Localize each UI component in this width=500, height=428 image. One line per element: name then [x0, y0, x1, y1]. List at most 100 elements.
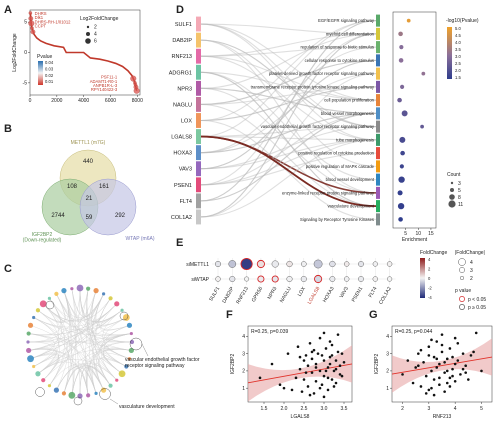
- scatter-f-point: [322, 331, 326, 335]
- network-cluster-ring: [99, 388, 111, 400]
- sankey-pathway-label: myeloid cell differentiation: [326, 31, 375, 36]
- panel-a-xtick-label: 4000: [78, 98, 89, 104]
- scatter-f-point: [340, 352, 344, 355]
- matrix-col-label: PSEN1: [351, 286, 365, 303]
- panel-label-f: F: [226, 309, 233, 321]
- network-edge: [28, 333, 132, 351]
- scatter-f-point: [328, 355, 332, 359]
- scatter-f-point: [310, 350, 314, 354]
- network-node: [47, 384, 52, 388]
- scatter-f-point: [342, 360, 346, 364]
- panel-a-point: [28, 16, 34, 21]
- sankey-pathway-label: regulation of response to biotic stimulu…: [300, 45, 374, 50]
- sankey-pathway-label: cellular response to cytokine stimulus: [305, 58, 374, 63]
- enrichment-size-legend-dot: [449, 194, 455, 200]
- sankey-link: [200, 55, 377, 141]
- network-edge: [30, 325, 111, 386]
- scatter-g-point: [472, 350, 475, 354]
- scatter-f-point: [302, 378, 306, 381]
- scatter-g-point: [445, 381, 449, 385]
- panel-label-e: E: [176, 237, 183, 249]
- matrix-dot: [329, 276, 336, 282]
- sankey-gene-bar: [196, 145, 201, 161]
- scatter-g-point: [443, 371, 446, 374]
- sankey-gene-bar: [196, 16, 201, 32]
- network-node: [27, 355, 34, 363]
- panel-a-color-legend-tick: 0.02: [45, 73, 54, 78]
- enrichment-dot: [398, 58, 404, 63]
- scatter-g-point: [451, 355, 454, 359]
- panel-f-correlation-lgals8: 1.5 2.0 2.5 3.0 3.5 1 2 3 4 LGALS8 IGF2BP2 R=0.25, …: [230, 325, 353, 420]
- scatter-g-point: [411, 381, 415, 385]
- network-edge: [28, 303, 117, 336]
- scatter-g-point: [438, 383, 441, 387]
- network-edge: [28, 303, 117, 336]
- matrix-dot: [301, 261, 307, 267]
- scatter-f-point: [332, 369, 336, 373]
- sankey-link: [200, 112, 377, 154]
- sankey-gene-label: HOXA3: [173, 151, 192, 157]
- network-edge: [49, 298, 111, 321]
- sankey-pathway-bar: [376, 186, 380, 199]
- network-edge: [49, 288, 89, 386]
- panel-a-ylabel: Log2FoldChange: [12, 33, 18, 72]
- scatter-g-point: [451, 374, 454, 378]
- enrichment-color-bar: [447, 27, 452, 79]
- scatter-g-point: [448, 385, 452, 388]
- enrichment-size-legend-dot: [450, 181, 454, 185]
- sankey-link: [200, 87, 377, 114]
- scatter-g-point: [440, 333, 444, 336]
- panel-a-size-legend-dot: [86, 32, 90, 36]
- sankey-gene-bar: [196, 48, 201, 64]
- sankey-link: [200, 139, 377, 170]
- scatter-g-point: [419, 385, 423, 388]
- network-node: [26, 347, 32, 354]
- scatter-f-point: [322, 359, 326, 362]
- scatter-g-xtick-label: 3: [427, 406, 430, 412]
- panel-a-color-legend-title: Pvalue: [37, 54, 53, 60]
- matrix-dot: [387, 276, 393, 282]
- scatter-f-point: [258, 376, 262, 380]
- panel-a-xtick-label: 0: [29, 98, 32, 104]
- sankey-link: [200, 33, 377, 186]
- scatter-f-point: [326, 388, 330, 392]
- panel-a-xtick-label: 8000: [132, 98, 143, 104]
- sankey-pathway-label: Signaling by Receptor Tyrosine Kinases: [300, 217, 374, 222]
- sankey-link: [200, 103, 377, 207]
- scatter-f-point: [316, 352, 320, 355]
- sankey-gene-bar: [196, 129, 201, 145]
- matrix-dot: [257, 275, 265, 283]
- network-node: [126, 322, 133, 328]
- scatter-g-point: [427, 345, 431, 349]
- network-cluster-ring: [119, 311, 129, 321]
- scatter-f-point: [330, 354, 334, 357]
- panel-a-gene-label-top: DHRS: [35, 11, 47, 16]
- sankey-link: [200, 39, 377, 128]
- panel-c-network: vascular endothelial growth factor recept…: [26, 284, 200, 410]
- scatter-g-point: [401, 373, 404, 376]
- panel-label-g: G: [369, 309, 378, 321]
- scatter-g-point: [422, 360, 425, 364]
- enrichment-dot: [399, 164, 404, 169]
- enrichment-xlabel: Enrichment: [402, 237, 428, 243]
- sankey-link: [200, 59, 377, 105]
- scatter-g-xtick-label: 2: [401, 406, 404, 412]
- scatter-f-xtick-label: 2.0: [281, 406, 288, 412]
- sankey-pathway-label: positive regulation of MAPK cascade: [306, 164, 375, 169]
- scatter-f-point: [330, 378, 334, 381]
- panel-a-ytick-label: 0: [24, 50, 27, 56]
- network-node: [128, 347, 134, 354]
- venn-region-igf2bp2-wtap: 59: [86, 215, 93, 221]
- network-edge: [43, 303, 69, 394]
- sankey-gene-label: NPR3: [177, 86, 192, 92]
- venn-region-wtap-only: 292: [115, 213, 126, 219]
- sankey-link: [200, 139, 377, 186]
- scatter-f-fit-line: [247, 363, 353, 384]
- sankey-link: [200, 87, 377, 114]
- enrichment-color-legend-tick: 2.0: [455, 68, 461, 73]
- network-cluster-ring: [73, 396, 83, 406]
- network-edge: [56, 349, 132, 391]
- scatter-g-point: [445, 357, 449, 361]
- scatter-f-ytick-label: 4: [242, 334, 245, 340]
- sankey-link: [200, 33, 377, 218]
